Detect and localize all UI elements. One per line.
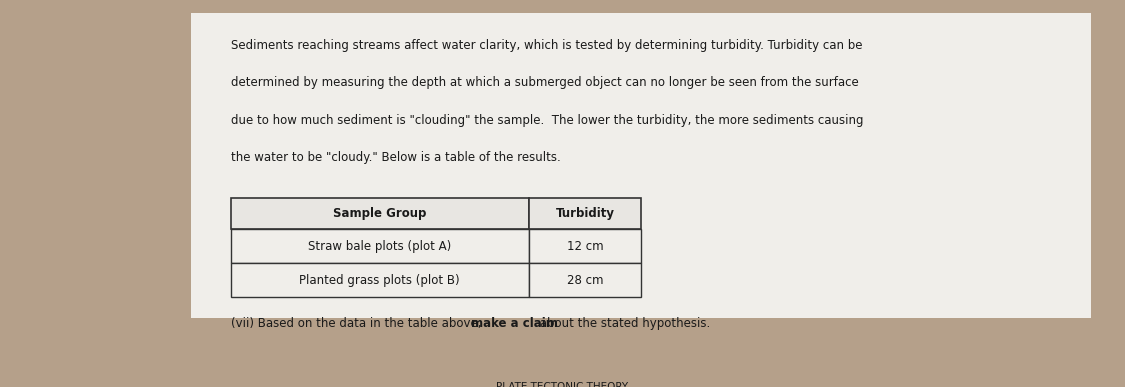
Text: 12 cm: 12 cm <box>567 240 603 253</box>
Text: determined by measuring the depth at which a submerged object can no longer be s: determined by measuring the depth at whi… <box>231 76 858 89</box>
Text: Sediments reaching streams affect water clarity, which is tested by determining : Sediments reaching streams affect water … <box>231 39 862 52</box>
Bar <box>231 229 529 263</box>
Bar <box>231 198 529 229</box>
Bar <box>231 263 529 297</box>
Bar <box>529 263 641 297</box>
Text: Sample Group: Sample Group <box>333 207 426 220</box>
Text: (vii) Based on the data in the table above,: (vii) Based on the data in the table abo… <box>231 317 485 330</box>
Text: Planted grass plots (plot B): Planted grass plots (plot B) <box>299 274 460 287</box>
Text: about the stated hypothesis.: about the stated hypothesis. <box>537 317 710 330</box>
Text: 28 cm: 28 cm <box>567 274 603 287</box>
Text: the water to be "cloudy." Below is a table of the results.: the water to be "cloudy." Below is a tab… <box>231 151 560 164</box>
Text: PLATE TECTONIC THEORY: PLATE TECTONIC THEORY <box>496 382 629 387</box>
FancyBboxPatch shape <box>191 13 1091 319</box>
Text: Turbidity: Turbidity <box>556 207 614 220</box>
Bar <box>529 198 641 229</box>
Text: Straw bale plots (plot A): Straw bale plots (plot A) <box>308 240 451 253</box>
Text: due to how much sediment is "clouding" the sample.  The lower the turbidity, the: due to how much sediment is "clouding" t… <box>231 114 863 127</box>
Text: make a claim: make a claim <box>470 317 558 330</box>
Bar <box>529 229 641 263</box>
